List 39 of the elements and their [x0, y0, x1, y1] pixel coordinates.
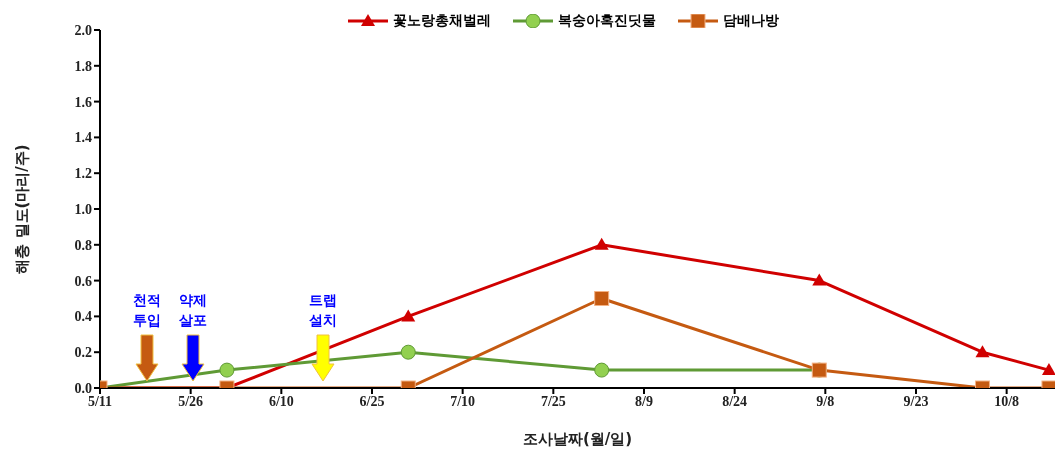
y-tick-label: 1.0 — [74, 201, 92, 217]
y-tick-label: 2.0 — [74, 22, 92, 38]
y-tick-label: 0.8 — [74, 237, 92, 253]
x-tick-label: 9/8 — [816, 393, 835, 409]
point — [400, 344, 416, 360]
legend-label: 꽃노랑총채벌레 — [393, 12, 492, 28]
y-axis-title: 해충 밀도(마리/주) — [13, 144, 32, 274]
x-tick-label: 10/8 — [994, 393, 1020, 409]
x-tick-label: 8/24 — [722, 393, 748, 409]
point — [594, 291, 610, 306]
point — [594, 237, 609, 250]
annotation: 천적 투입 — [132, 291, 162, 330]
x-axis-title: 조사날짜(월/일) — [522, 430, 633, 448]
y-tick-label: 0.2 — [74, 345, 92, 361]
x-tick-label: 7/25 — [540, 393, 566, 409]
y-tick-label: 1.8 — [74, 58, 92, 74]
y-tick-label: 1.2 — [74, 166, 92, 182]
annotation: 약제 살포 — [178, 291, 208, 330]
x-tick-label: 6/10 — [268, 393, 294, 409]
point — [401, 309, 416, 322]
x-tick-label: 8/9 — [635, 393, 653, 409]
annotation: 트랩 설치 — [308, 291, 338, 330]
y-tick-label: 0.0 — [74, 380, 92, 396]
x-tick-label: 9/23 — [903, 393, 929, 409]
x-tick-label: 5/26 — [178, 393, 204, 409]
y-tick-label: 1.4 — [74, 130, 92, 146]
x-tick-label: 6/25 — [359, 393, 385, 409]
point — [1041, 363, 1055, 376]
point — [594, 362, 610, 378]
y-tick-label: 0.4 — [74, 309, 92, 325]
legend-label: 담배나방 — [722, 12, 779, 28]
x-tick-label: 7/10 — [450, 393, 476, 409]
legend-label: 복숭아혹진딧물 — [557, 12, 656, 28]
y-tick-label: 0.6 — [74, 273, 92, 289]
point — [975, 345, 990, 358]
point — [812, 273, 827, 286]
y-tick-label: 1.6 — [74, 94, 92, 110]
point — [219, 362, 235, 378]
x-tick-label: 5/11 — [87, 393, 113, 409]
